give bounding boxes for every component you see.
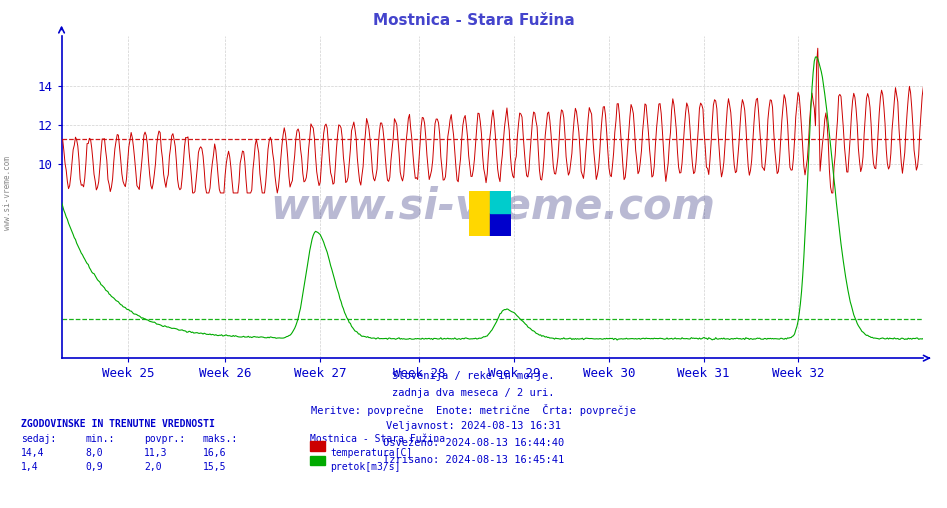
Text: Veljavnost: 2024-08-13 16:31: Veljavnost: 2024-08-13 16:31 <box>386 421 561 431</box>
Bar <box>491 213 511 236</box>
Text: Mostnica - Stara Fužina: Mostnica - Stara Fužina <box>372 13 575 28</box>
Text: 8,0: 8,0 <box>85 448 103 458</box>
Text: Osveženo: 2024-08-13 16:44:40: Osveženo: 2024-08-13 16:44:40 <box>383 438 564 448</box>
Text: povpr.:: povpr.: <box>144 434 185 444</box>
Text: zadnja dva meseca / 2 uri.: zadnja dva meseca / 2 uri. <box>392 388 555 398</box>
Text: sedaj:: sedaj: <box>21 434 56 444</box>
Text: 11,3: 11,3 <box>144 448 168 458</box>
Text: www.si-vreme.com: www.si-vreme.com <box>3 156 12 230</box>
Text: maks.:: maks.: <box>203 434 238 444</box>
Text: www.si-vreme.com: www.si-vreme.com <box>270 185 715 228</box>
Text: temperatura[C]: temperatura[C] <box>331 448 413 458</box>
Text: 0,9: 0,9 <box>85 462 103 472</box>
Text: 15,5: 15,5 <box>203 462 226 472</box>
Text: min.:: min.: <box>85 434 115 444</box>
Text: 1,4: 1,4 <box>21 462 39 472</box>
Text: Meritve: povprečne  Enote: metrične  Črta: povprečje: Meritve: povprečne Enote: metrične Črta:… <box>311 404 636 417</box>
Bar <box>491 190 511 213</box>
Text: Mostnica - Stara Fužina: Mostnica - Stara Fužina <box>310 434 445 444</box>
Text: 2,0: 2,0 <box>144 462 162 472</box>
Bar <box>469 190 491 236</box>
Text: Izrisano: 2024-08-13 16:45:41: Izrisano: 2024-08-13 16:45:41 <box>383 455 564 465</box>
Text: 16,6: 16,6 <box>203 448 226 458</box>
Text: ZGODOVINSKE IN TRENUTNE VREDNOSTI: ZGODOVINSKE IN TRENUTNE VREDNOSTI <box>21 419 215 429</box>
Text: Slovenija / reke in morje.: Slovenija / reke in morje. <box>392 371 555 381</box>
Text: pretok[m3/s]: pretok[m3/s] <box>331 462 401 472</box>
Text: 14,4: 14,4 <box>21 448 45 458</box>
